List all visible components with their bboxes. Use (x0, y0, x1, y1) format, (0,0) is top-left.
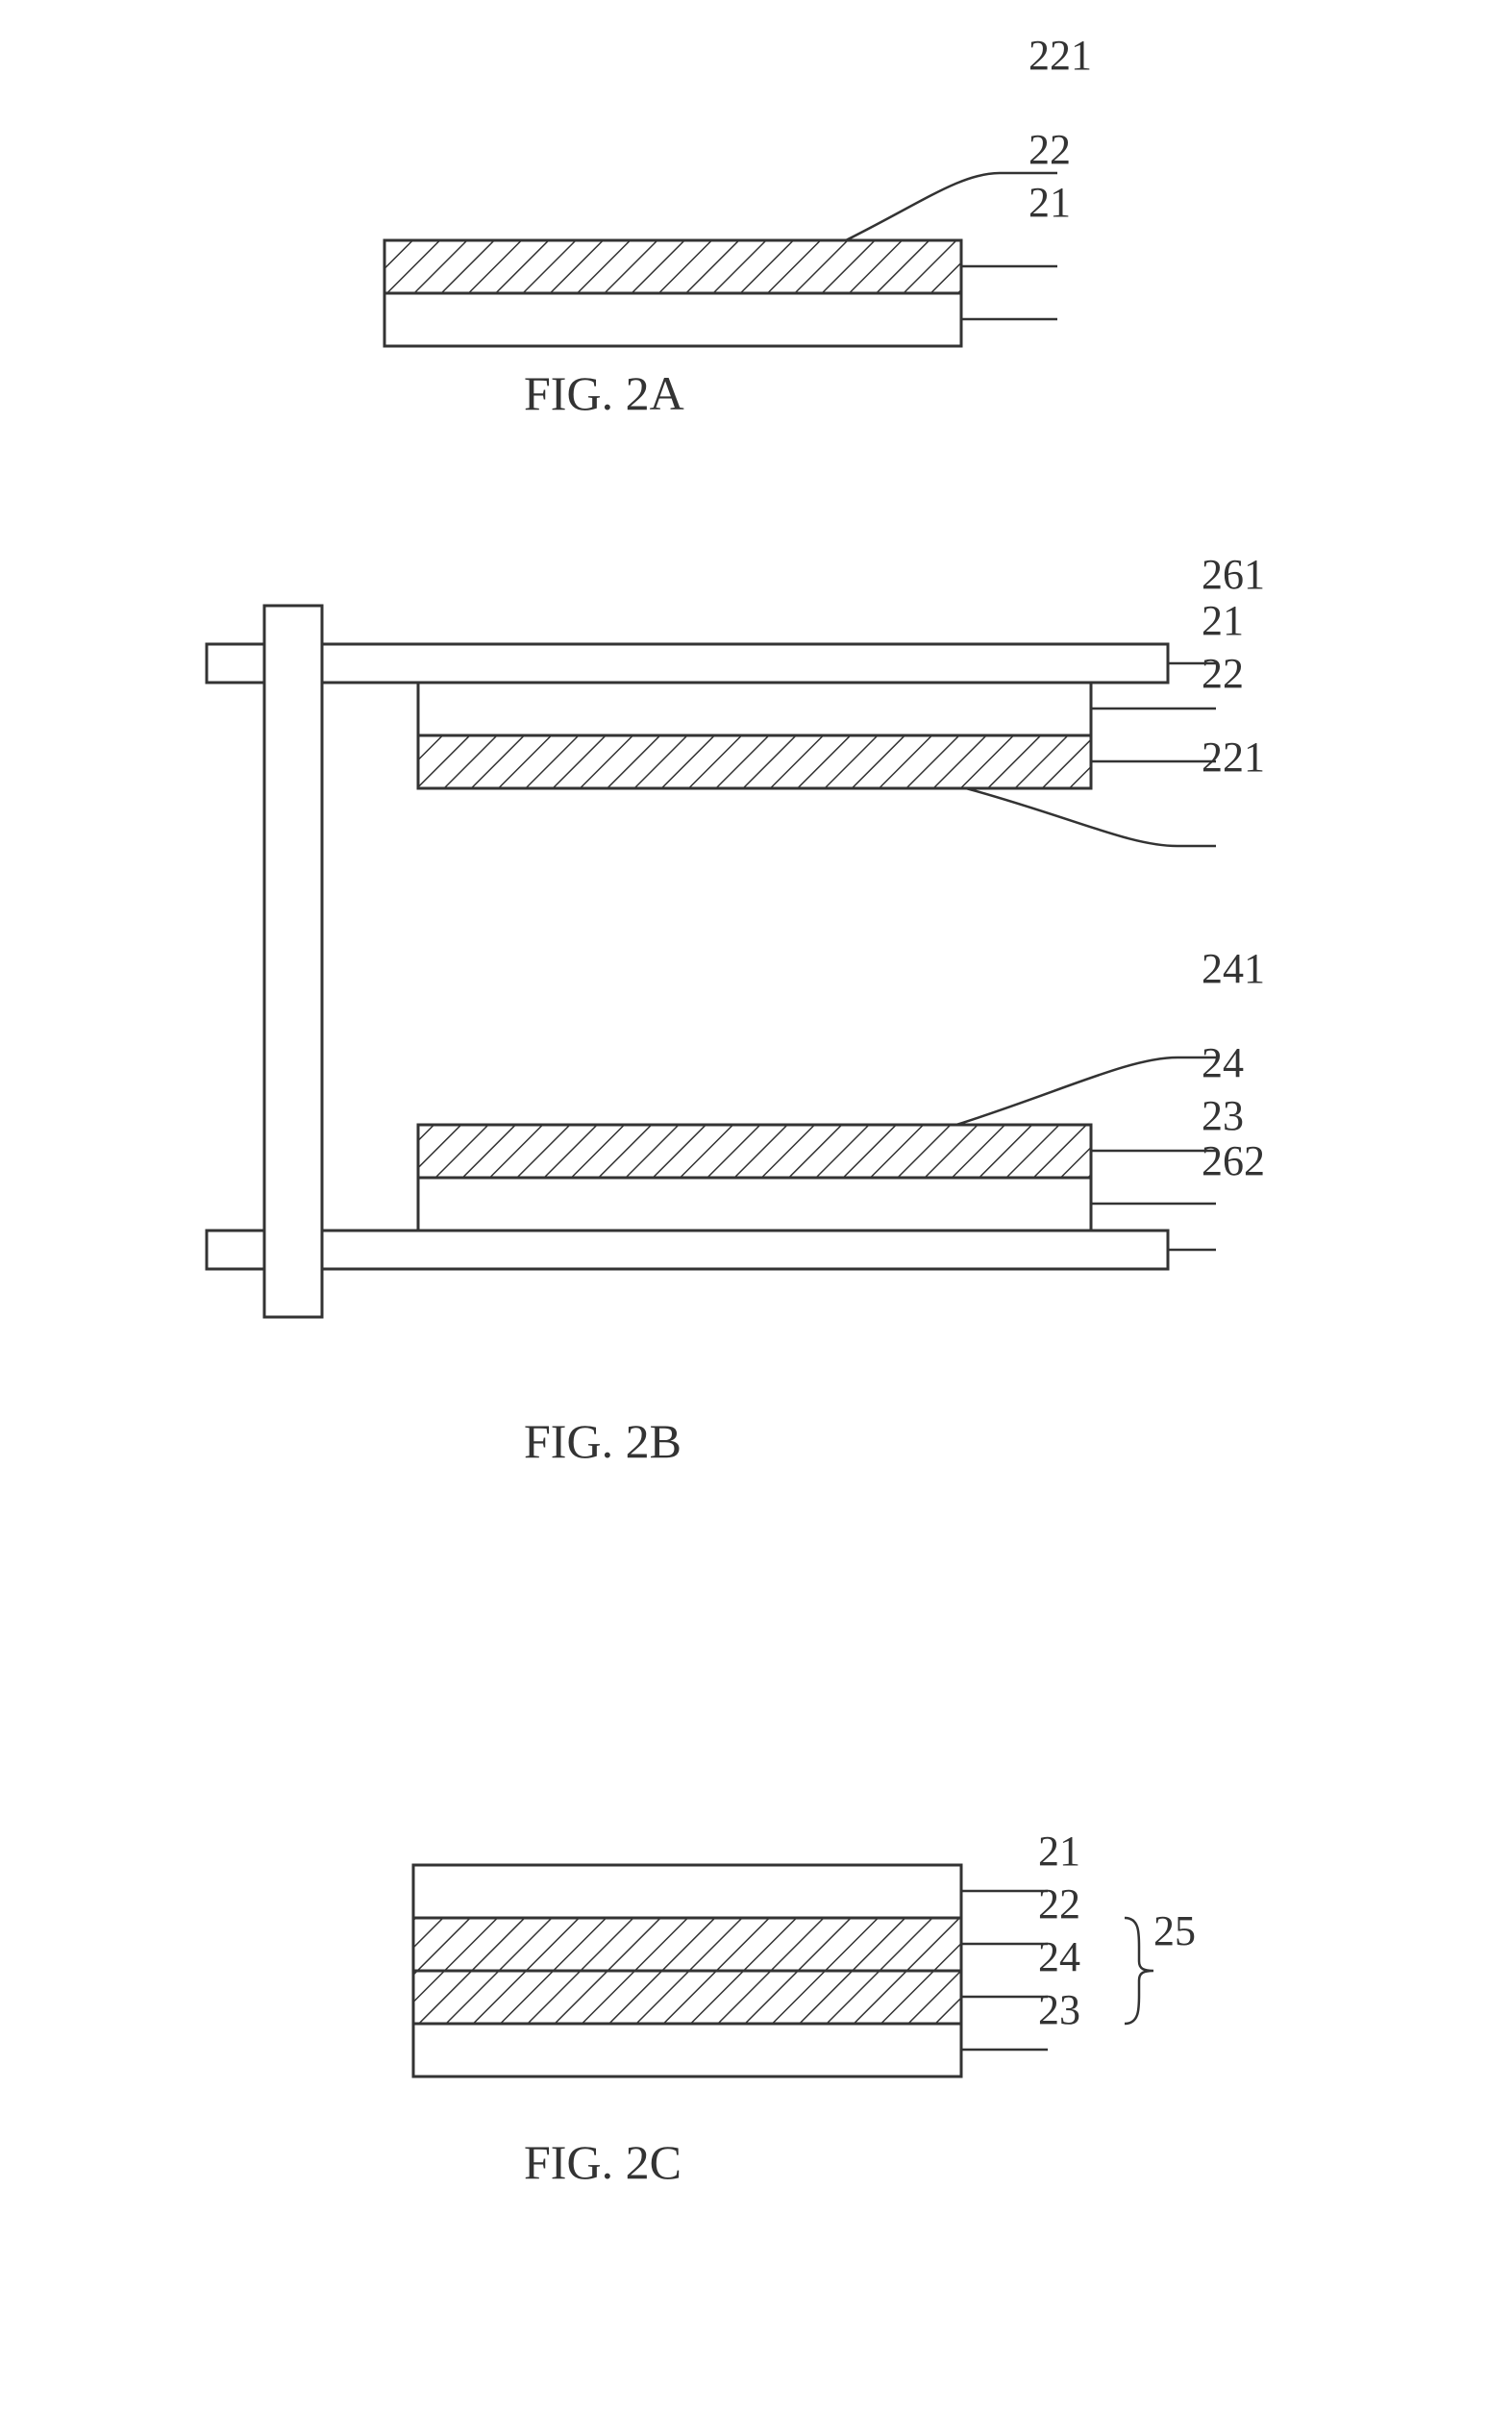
label-221: 221 (1029, 31, 1092, 80)
label-21c: 21 (1038, 1827, 1080, 1876)
caption-2c: FIG. 2C (524, 2134, 682, 2190)
layer-21c (413, 1865, 961, 1918)
figure-2b: 261 21 22 221 241 24 23 262 (178, 577, 1331, 1365)
label-25: 25 (1153, 1906, 1196, 1955)
layer-21-upper (418, 683, 1091, 735)
caption-2b: FIG. 2B (524, 1413, 682, 1469)
figure-2b-svg (178, 577, 1331, 1365)
label-22b: 22 (1202, 649, 1244, 698)
figure-2c: 21 22 24 23 25 (394, 1846, 1259, 2096)
label-22: 22 (1029, 125, 1071, 174)
label-241: 241 (1202, 944, 1265, 993)
brace-25 (1125, 1918, 1153, 2024)
leader-221b (966, 788, 1216, 846)
layer-22c (413, 1918, 961, 1971)
figure-2a: 221 22 21 (336, 125, 1202, 385)
arm-262 (207, 1231, 1168, 1269)
leader-221 (846, 173, 1057, 240)
caption-2a: FIG. 2A (524, 365, 684, 421)
label-23c: 23 (1038, 1985, 1080, 2034)
arm-261 (207, 644, 1168, 683)
label-21: 21 (1029, 178, 1071, 227)
label-24b: 24 (1202, 1038, 1244, 1087)
page: 221 22 21 FIG. 2A (0, 0, 1512, 2413)
label-261: 261 (1202, 550, 1265, 599)
figure-2a-svg (336, 125, 1202, 385)
label-221b: 221 (1202, 733, 1265, 782)
figure-2c-svg (394, 1846, 1259, 2096)
label-262: 262 (1202, 1136, 1265, 1185)
layer-21 (384, 293, 961, 346)
leader-241 (956, 1057, 1216, 1125)
layer-23c (413, 2024, 961, 2077)
layer-22 (384, 240, 961, 293)
layer-22-upper (418, 735, 1091, 788)
layer-24c (413, 1971, 961, 2024)
label-23b: 23 (1202, 1091, 1244, 1140)
label-21b: 21 (1202, 596, 1244, 645)
label-22c: 22 (1038, 1879, 1080, 1928)
label-24c: 24 (1038, 1932, 1080, 1981)
layer-24-lower (418, 1125, 1091, 1178)
layer-23-lower (418, 1178, 1091, 1231)
